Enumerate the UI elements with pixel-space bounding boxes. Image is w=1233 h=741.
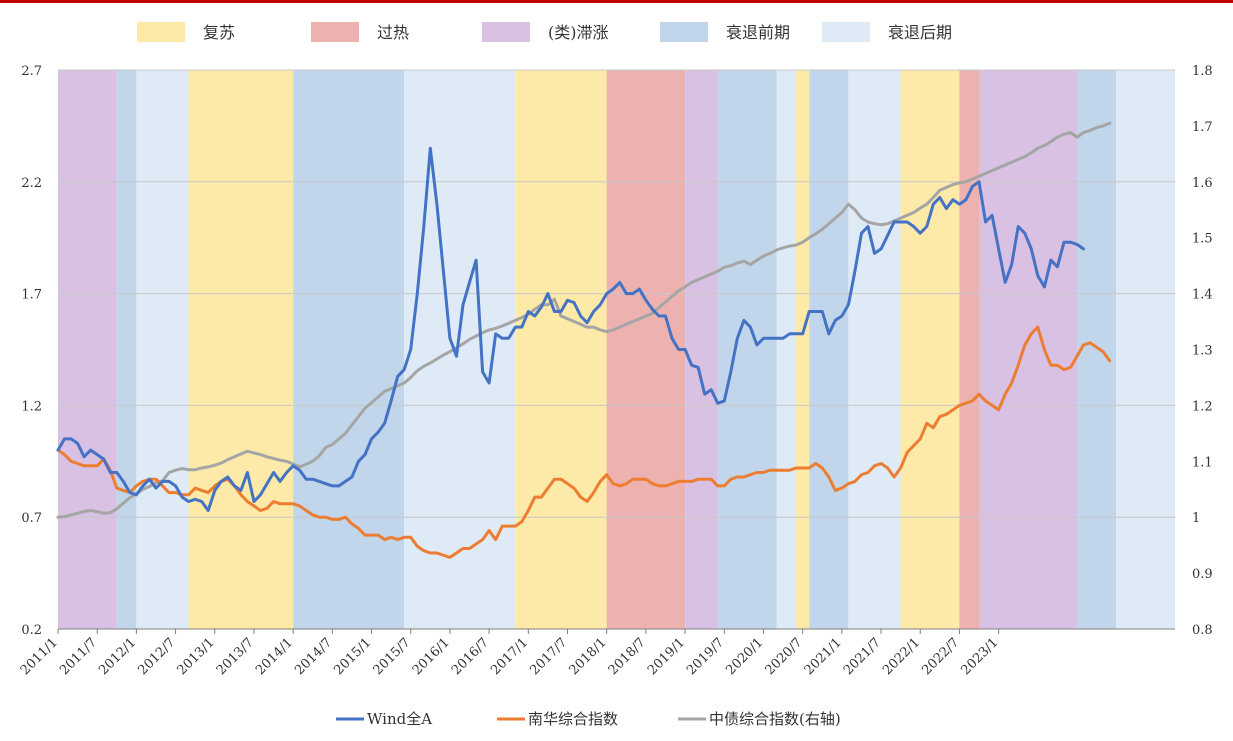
x-tick-label: 2011/7 — [57, 635, 100, 678]
right-tick-label: 1 — [1192, 511, 1200, 526]
x-tick-label: 2016/1 — [410, 635, 453, 678]
x-tick-label: 2012/7 — [135, 635, 178, 678]
phase-legend-label: 衰退后期 — [888, 23, 952, 42]
phase-band-late_recession — [404, 70, 516, 629]
left-tick-label: 2.2 — [21, 176, 42, 191]
right-tick-label: 1.5 — [1192, 232, 1213, 247]
x-tick-label: 2017/1 — [488, 635, 531, 678]
right-tick-label: 1.2 — [1192, 399, 1213, 414]
right-tick-label: 0.8 — [1192, 623, 1213, 638]
left-tick-label: 0.2 — [21, 623, 42, 638]
phase-legend-swatch — [482, 22, 530, 42]
x-tick-label: 2018/1 — [567, 635, 610, 678]
phase-band-recovery — [515, 70, 607, 629]
phase-legend-label: (类)滞涨 — [548, 23, 609, 42]
phase-band-early_recession — [717, 70, 777, 629]
left-axis-ticks: 0.2 0.7 1.2 1.7 2.2 2.7 — [21, 64, 42, 638]
x-tick-label: 2019/1 — [645, 635, 688, 678]
phase-band-stagflation — [685, 70, 718, 629]
phase-legend: 复苏 过热 (类)滞涨 衰退前期 衰退后期 — [137, 22, 952, 42]
phase-legend-swatch — [822, 22, 870, 42]
phase-legend-swatch — [311, 22, 359, 42]
x-tick-label: 2011/1 — [18, 635, 61, 678]
right-tick-label: 1.6 — [1192, 176, 1213, 191]
right-axis-ticks: 0.8 0.9 1 1.1 1.2 1.3 1.4 1.5 1.6 1.7 1.8 — [1192, 64, 1213, 638]
phase-legend-label: 衰退前期 — [726, 23, 790, 42]
x-tick-label: 2019/7 — [684, 635, 727, 678]
x-tick-label: 2022/7 — [919, 635, 962, 678]
x-tick-label: 2016/7 — [449, 635, 492, 678]
x-tick-label: 2013/1 — [175, 635, 218, 678]
left-tick-label: 1.7 — [21, 288, 42, 303]
phase-band-recovery — [900, 70, 960, 629]
x-tick-label: 2020/1 — [723, 635, 766, 678]
phase-band-late_recession — [1116, 70, 1175, 629]
left-tick-label: 2.7 — [21, 64, 42, 79]
left-tick-label: 1.2 — [21, 399, 42, 414]
phase-legend-label: 过热 — [377, 23, 409, 42]
right-tick-label: 0.9 — [1192, 567, 1213, 582]
phase-band-recovery — [188, 70, 294, 629]
phase-band-early_recession — [116, 70, 137, 629]
x-tick-label: 2014/7 — [292, 635, 335, 678]
phase-band-recovery — [796, 70, 810, 629]
series-lines — [56, 121, 1112, 559]
phase-legend-swatch — [137, 22, 185, 42]
x-tick-label: 2017/7 — [527, 635, 570, 678]
phase-band-overheat — [606, 70, 686, 629]
x-tick-label: 2014/1 — [253, 635, 296, 678]
series-legend-label: 中债综合指数(右轴) — [709, 710, 841, 728]
phase-band-late_recession — [136, 70, 189, 629]
phase-band-early_recession — [809, 70, 849, 629]
top-accent-bar — [0, 0, 1233, 3]
x-axis: 2011/12011/72012/12012/72013/12013/72014… — [18, 628, 1175, 678]
x-tick-label: 2018/7 — [606, 635, 649, 678]
phase-band-stagflation — [979, 70, 1077, 629]
phase-band-late_recession — [848, 70, 901, 629]
left-tick-label: 0.7 — [21, 511, 42, 526]
series-legend: Wind全A 南华综合指数 中债综合指数(右轴) — [336, 710, 841, 728]
x-tick-label: 2015/7 — [371, 635, 414, 678]
phase-legend-label: 复苏 — [203, 23, 235, 42]
x-tick-label: 2013/7 — [214, 635, 257, 678]
series-line-2 — [56, 121, 1112, 519]
series-line-0 — [56, 146, 1085, 512]
phase-band-early_recession — [293, 70, 405, 629]
series-legend-label: 南华综合指数 — [528, 710, 618, 728]
right-tick-label: 1.3 — [1192, 344, 1213, 359]
phase-band-overheat — [959, 70, 979, 629]
x-tick-label: 2021/7 — [841, 635, 884, 678]
right-tick-label: 1.8 — [1192, 64, 1213, 79]
right-tick-label: 1.7 — [1192, 120, 1213, 135]
x-tick-label: 2020/7 — [763, 635, 806, 678]
phase-legend-swatch — [660, 22, 708, 42]
right-tick-label: 1.4 — [1192, 288, 1213, 303]
x-tick-label: 2021/1 — [802, 635, 845, 678]
right-tick-label: 1.1 — [1192, 455, 1213, 470]
x-tick-label: 2022/1 — [880, 635, 923, 678]
x-tick-label: 2012/1 — [96, 635, 139, 678]
series-legend-label: Wind全A — [367, 710, 432, 728]
phase-band-stagflation — [58, 70, 117, 629]
phase-band-late_recession — [776, 70, 797, 629]
phase-bands — [58, 70, 1175, 629]
phase-band-early_recession — [1077, 70, 1117, 629]
x-tick-label: 2023/1 — [958, 635, 1001, 678]
x-tick-label: 2015/1 — [331, 635, 374, 678]
